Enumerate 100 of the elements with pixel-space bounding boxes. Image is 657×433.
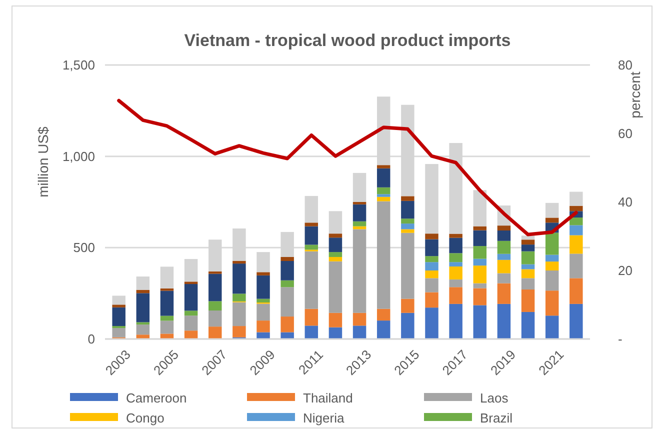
bar <box>328 211 342 234</box>
bar <box>352 221 366 226</box>
bar <box>545 270 559 291</box>
bar <box>352 312 366 326</box>
y2-tick-label: 40 <box>618 194 632 210</box>
bar <box>280 332 294 339</box>
bar <box>232 264 246 294</box>
bar <box>280 316 294 332</box>
bar <box>256 298 270 302</box>
y-axis-title: million US$ <box>35 126 51 198</box>
bar <box>425 164 438 234</box>
bar <box>545 232 559 255</box>
bar <box>401 312 414 339</box>
bar <box>304 308 318 326</box>
bar <box>352 326 366 339</box>
bar <box>184 284 198 311</box>
bar <box>304 222 318 226</box>
bar <box>425 270 438 278</box>
bar <box>521 244 535 252</box>
bar <box>208 271 222 274</box>
legend-label: Brazil <box>480 410 513 426</box>
bar <box>449 262 462 266</box>
bar <box>473 288 486 306</box>
bar <box>473 305 486 339</box>
bar <box>112 328 126 338</box>
bar <box>449 287 462 304</box>
bar <box>497 226 511 230</box>
bar <box>208 310 222 327</box>
bar <box>184 310 198 316</box>
bar <box>449 234 462 238</box>
bar <box>521 236 535 240</box>
bar <box>473 246 486 259</box>
bar <box>256 304 270 321</box>
bar <box>160 266 174 288</box>
bar <box>328 234 342 238</box>
bar <box>497 283 511 304</box>
bar <box>304 196 318 223</box>
bar <box>425 234 438 240</box>
bar <box>473 226 486 230</box>
bar <box>160 316 174 321</box>
bar <box>328 238 342 252</box>
bar <box>545 316 559 339</box>
bar <box>280 261 294 280</box>
bar <box>376 196 390 202</box>
bar <box>352 172 366 202</box>
bar <box>449 253 462 262</box>
bar <box>256 252 270 272</box>
y2-axis-title: percent <box>627 72 643 118</box>
bar <box>328 256 342 262</box>
bar <box>521 264 535 270</box>
bar <box>256 332 270 339</box>
bar <box>521 312 535 339</box>
bar <box>304 244 318 250</box>
bar <box>449 238 462 254</box>
bar <box>545 254 559 262</box>
bar <box>425 256 438 262</box>
legend-label: Laos <box>480 390 509 406</box>
bar <box>280 256 294 261</box>
bar <box>521 251 535 264</box>
bar <box>304 251 318 309</box>
bar <box>473 190 486 226</box>
bar <box>570 206 583 212</box>
bar <box>425 239 438 256</box>
bar <box>521 278 535 290</box>
bar <box>232 326 246 338</box>
bar <box>449 304 462 339</box>
bar <box>136 293 150 322</box>
bar <box>304 326 318 339</box>
y-tick-label: 1,000 <box>62 148 95 164</box>
bar <box>328 252 342 257</box>
bar <box>401 298 414 313</box>
bar <box>570 218 583 226</box>
bar <box>425 278 438 292</box>
bar <box>570 254 583 278</box>
y2-tick-label: - <box>618 332 622 347</box>
bar <box>328 261 342 313</box>
bar <box>352 204 366 222</box>
bar <box>256 320 270 332</box>
bar <box>184 330 198 339</box>
bar <box>184 316 198 331</box>
bar <box>401 200 414 219</box>
bar <box>473 258 486 266</box>
bar <box>208 301 222 311</box>
bar <box>545 262 559 270</box>
bar <box>376 320 390 339</box>
bar <box>401 196 414 201</box>
bar <box>136 322 150 325</box>
chart-title: Vietnam - tropical wood product imports <box>184 31 511 50</box>
bar <box>545 290 559 316</box>
bar <box>376 308 390 321</box>
bar <box>160 288 174 291</box>
bar <box>401 224 414 230</box>
bar <box>232 294 246 302</box>
bar <box>570 304 583 339</box>
bar <box>376 194 390 197</box>
bar <box>376 168 390 188</box>
bar <box>545 218 559 223</box>
y-tick-label: 0 <box>88 332 95 347</box>
bar <box>232 302 246 326</box>
bar <box>401 218 414 224</box>
